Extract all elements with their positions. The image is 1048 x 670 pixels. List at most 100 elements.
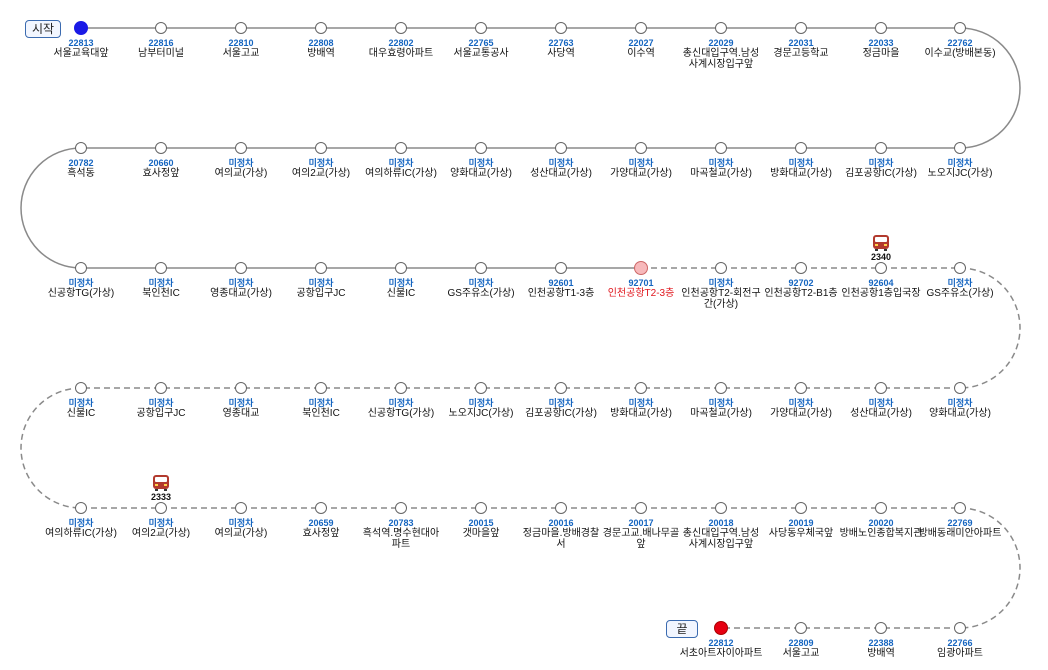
stop-code: 20660 bbox=[148, 158, 174, 168]
stop-name: 흑석동 bbox=[67, 168, 95, 179]
stop-code: 22816 bbox=[148, 38, 174, 48]
stop-node bbox=[475, 382, 487, 394]
stop-code: 20017 bbox=[628, 518, 654, 528]
start-label: 시작 bbox=[25, 20, 61, 38]
bus-marker[interactable]: 2340 bbox=[861, 234, 901, 262]
stop-node bbox=[635, 382, 647, 394]
stop-node bbox=[395, 382, 407, 394]
stop-code: 22763 bbox=[548, 38, 574, 48]
stop-code: 미정차 bbox=[947, 398, 973, 408]
stop-name: 방배동래미안아파트 bbox=[918, 528, 1002, 539]
stop-code: 20020 bbox=[868, 518, 894, 528]
stop-name: 인천공항1층입국장 bbox=[841, 288, 921, 299]
stop-name: 총신대입구역.남성사계시장입구앞 bbox=[682, 48, 760, 70]
stop-node bbox=[395, 142, 407, 154]
stop-node bbox=[75, 142, 87, 154]
stop-name: 방화대교(가상) bbox=[770, 168, 832, 179]
stop-name: 김포공항IC(가상) bbox=[525, 408, 597, 419]
start-stop-node bbox=[74, 21, 88, 35]
stop-name: 영종대교 bbox=[222, 408, 260, 419]
bus-number: 2333 bbox=[150, 492, 172, 502]
stop-name: 흑석역.명수현대아파트 bbox=[362, 528, 440, 550]
stop-code: 미정차 bbox=[868, 158, 894, 168]
stop-name: GS주유소(가상) bbox=[926, 288, 994, 299]
stop-node bbox=[75, 382, 87, 394]
stop-code: 미정차 bbox=[708, 398, 734, 408]
stop-node bbox=[875, 22, 887, 34]
stop-code: 22388 bbox=[868, 638, 894, 648]
stop-code: 미정차 bbox=[148, 518, 174, 528]
stop-name: 여의하류IC(가상) bbox=[365, 168, 437, 179]
stop-code: 미정차 bbox=[228, 278, 254, 288]
stop-node bbox=[395, 22, 407, 34]
stop-code: 22766 bbox=[947, 638, 973, 648]
stop-node bbox=[395, 502, 407, 514]
stop-node bbox=[795, 502, 807, 514]
stop-node bbox=[235, 142, 247, 154]
stop-name: 서울교육대앞 bbox=[53, 48, 109, 59]
stop-node bbox=[715, 262, 727, 274]
stop-node bbox=[555, 382, 567, 394]
stop-node bbox=[795, 622, 807, 634]
stop-node bbox=[795, 382, 807, 394]
stop-code: 20783 bbox=[388, 518, 414, 528]
stop-code: 미정차 bbox=[468, 278, 494, 288]
bus-number: 2340 bbox=[870, 252, 892, 262]
stop-name: GS주유소(가상) bbox=[447, 288, 515, 299]
stop-name: 노오지JC(가상) bbox=[448, 408, 514, 419]
stop-name: 사당동우체국앞 bbox=[768, 528, 834, 539]
stop-name: 양화대교(가상) bbox=[450, 168, 512, 179]
stop-name: 신공항TG(가상) bbox=[47, 288, 115, 299]
stop-code: 미정차 bbox=[68, 398, 94, 408]
stop-name: 경문고교.배나무골앞 bbox=[602, 528, 680, 550]
stop-code: 미정차 bbox=[468, 158, 494, 168]
stop-code: 미정차 bbox=[788, 398, 814, 408]
stop-code: 22802 bbox=[388, 38, 414, 48]
stop-name: 북인천IC bbox=[142, 288, 180, 299]
stop-name: 경문고등학교 bbox=[773, 48, 829, 59]
current-stop-node bbox=[634, 261, 648, 275]
stop-code: 미정차 bbox=[228, 398, 254, 408]
stop-node bbox=[875, 622, 887, 634]
stop-name: 공항입구JC bbox=[136, 408, 186, 419]
stop-code: 미정차 bbox=[148, 278, 174, 288]
stop-name: 신불IC bbox=[386, 288, 416, 299]
stop-name: 정금마을.방배경찰서 bbox=[522, 528, 600, 550]
stop-node bbox=[235, 262, 247, 274]
stop-code: 미정차 bbox=[308, 158, 334, 168]
stop-name: 인천공항T2-3층 bbox=[607, 288, 675, 299]
stop-node bbox=[555, 262, 567, 274]
stop-node bbox=[75, 502, 87, 514]
bus-marker[interactable]: 2333 bbox=[141, 474, 181, 502]
end-stop-node bbox=[714, 621, 728, 635]
stop-node bbox=[795, 22, 807, 34]
stop-code: 미정차 bbox=[788, 158, 814, 168]
stop-node bbox=[155, 22, 167, 34]
stop-name: 마곡철교(가상) bbox=[690, 408, 752, 419]
stop-code: 20659 bbox=[308, 518, 334, 528]
stop-code: 92601 bbox=[548, 278, 574, 288]
stop-name: 여의하류IC(가상) bbox=[45, 528, 117, 539]
stop-code: 미정차 bbox=[947, 278, 973, 288]
stop-node bbox=[954, 22, 966, 34]
stop-code: 미정차 bbox=[868, 398, 894, 408]
stop-name: 신불IC bbox=[66, 408, 96, 419]
stop-code: 미정차 bbox=[468, 398, 494, 408]
stop-node bbox=[475, 142, 487, 154]
stop-node bbox=[475, 22, 487, 34]
bus-icon bbox=[153, 475, 169, 491]
stop-name: 인천공항T2-B1층 bbox=[764, 288, 838, 299]
stop-node bbox=[715, 22, 727, 34]
stop-name: 효사정앞 bbox=[302, 528, 340, 539]
stop-code: 22813 bbox=[68, 38, 94, 48]
stop-name: 서초아트자이아파트 bbox=[679, 648, 763, 659]
stop-node bbox=[954, 382, 966, 394]
stop-name: 방배역 bbox=[307, 48, 335, 59]
stop-node bbox=[954, 142, 966, 154]
stop-code: 미정차 bbox=[68, 278, 94, 288]
stop-code: 22809 bbox=[788, 638, 814, 648]
stop-code: 미정차 bbox=[708, 158, 734, 168]
stop-name: 북인천IC bbox=[302, 408, 340, 419]
stop-node bbox=[315, 22, 327, 34]
stop-name: 양화대교(가상) bbox=[929, 408, 991, 419]
